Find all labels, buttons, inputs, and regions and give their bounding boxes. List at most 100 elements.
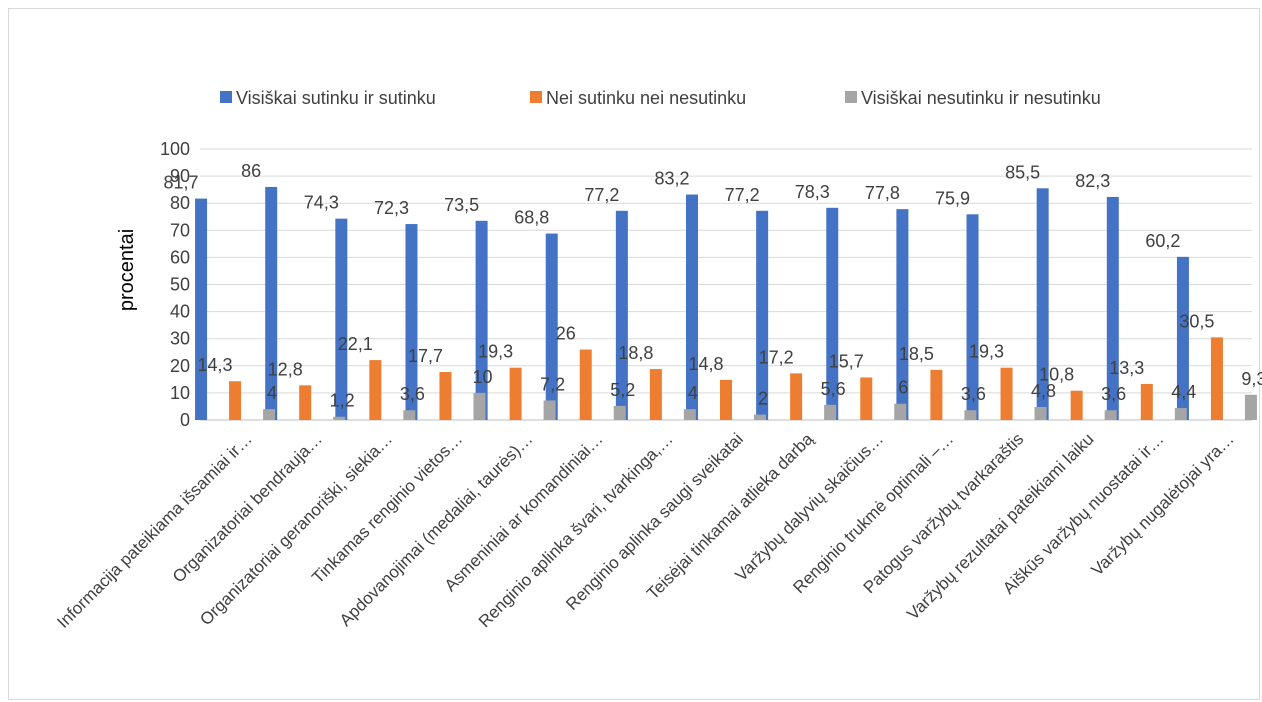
data-label: 74,3 xyxy=(304,193,339,213)
category-label: Tinkamas renginio vietos… xyxy=(308,429,466,587)
bar xyxy=(1070,390,1083,420)
data-label: 19,3 xyxy=(478,342,513,362)
data-label: 77,8 xyxy=(865,183,900,203)
bar xyxy=(439,372,452,420)
y-tick-label: 20 xyxy=(170,356,190,376)
category-label: Organizatoriai bendrauja… xyxy=(169,429,326,586)
y-tick-label: 70 xyxy=(170,220,190,240)
legend-swatch xyxy=(530,91,542,103)
bar xyxy=(369,360,382,420)
data-label: 5,6 xyxy=(821,379,846,399)
data-label: 4,4 xyxy=(1171,382,1196,402)
data-label: 3,6 xyxy=(961,384,986,404)
y-axis-title: procentai xyxy=(116,229,138,311)
data-label: 10,8 xyxy=(1039,365,1074,385)
bar xyxy=(265,186,278,420)
bar xyxy=(824,404,837,420)
data-label: 30,5 xyxy=(1179,311,1214,331)
data-label: 85,5 xyxy=(1005,162,1040,182)
y-axis-ticks: 0 10 20 30 40 50 60 70 80 90 100 xyxy=(160,139,190,430)
y-tick-label: 10 xyxy=(170,383,190,403)
bar xyxy=(405,224,418,420)
data-label: 15,7 xyxy=(829,351,864,371)
bar xyxy=(579,349,592,420)
data-label: 4 xyxy=(688,383,698,403)
legend: Visiškai sutinku ir sutinku Nei sutinku n… xyxy=(220,88,1101,108)
bars xyxy=(195,186,1257,420)
bar xyxy=(299,385,312,420)
data-label: 4,8 xyxy=(1031,381,1056,401)
category-label: Varžybų nugalėtojai yra… xyxy=(1088,429,1238,579)
bar xyxy=(475,220,488,420)
y-tick-label: 80 xyxy=(170,193,190,213)
data-label: 13,3 xyxy=(1109,358,1144,378)
bar xyxy=(1036,188,1049,420)
chart-frame xyxy=(8,8,1260,700)
category-label: Varžybų dalyvių skaičius… xyxy=(732,429,888,585)
bar xyxy=(754,414,766,420)
bar xyxy=(1034,406,1047,420)
y-tick-label: 90 xyxy=(170,166,190,186)
data-label: 77,2 xyxy=(725,185,760,205)
bar xyxy=(826,207,839,420)
bar xyxy=(1104,410,1117,420)
bar xyxy=(720,379,732,420)
bar xyxy=(545,233,558,420)
bar xyxy=(263,409,276,420)
bar xyxy=(964,410,977,420)
y-tick-label: 50 xyxy=(170,275,190,295)
bar xyxy=(756,210,769,420)
y-tick-label: 30 xyxy=(170,329,190,349)
data-label: 4 xyxy=(267,383,277,403)
data-label: 9,3 xyxy=(1241,369,1262,389)
bar xyxy=(615,210,628,420)
bar xyxy=(683,409,696,420)
data-label: 81,7 xyxy=(164,173,199,193)
bar xyxy=(896,209,909,420)
data-label: 73,5 xyxy=(444,195,479,215)
bar xyxy=(1244,394,1257,420)
bar xyxy=(1210,337,1223,420)
bar xyxy=(543,400,556,420)
bar xyxy=(966,214,979,420)
data-label: 75,9 xyxy=(935,188,970,208)
bar xyxy=(473,392,486,420)
y-tick-label: 0 xyxy=(180,410,190,430)
data-label: 3,6 xyxy=(1101,384,1126,404)
data-label: 68,8 xyxy=(514,208,549,228)
legend-label: Visiškai nesutinku ir nesutinku xyxy=(861,88,1101,108)
data-label: 2 xyxy=(758,389,768,409)
data-label: 1,2 xyxy=(330,391,355,411)
bar xyxy=(229,381,242,420)
bar xyxy=(1106,196,1119,420)
y-tick-label: 60 xyxy=(170,247,190,267)
data-label: 3,6 xyxy=(400,384,425,404)
category-labels: Informacija pateikiama išsamiai ir…Organ… xyxy=(53,429,1237,632)
data-label: 5,2 xyxy=(610,380,635,400)
data-label: 17,2 xyxy=(759,347,794,367)
legend-swatch xyxy=(845,91,857,103)
bar xyxy=(1000,367,1013,420)
bar xyxy=(1140,383,1153,420)
bar xyxy=(930,369,943,420)
data-label: 7,2 xyxy=(540,374,565,394)
data-label: 82,3 xyxy=(1075,171,1110,191)
data-label: 72,3 xyxy=(374,198,409,218)
data-label: 60,2 xyxy=(1145,231,1180,251)
bar xyxy=(335,218,348,420)
bar xyxy=(860,377,873,420)
bar xyxy=(195,198,208,420)
data-label: 83,2 xyxy=(654,169,689,189)
data-label: 18,5 xyxy=(899,344,934,364)
legend-label: Visiškai sutinku ir sutinku xyxy=(236,88,436,108)
data-label: 18,8 xyxy=(618,343,653,363)
y-tick-label: 100 xyxy=(160,139,190,159)
data-label: 78,3 xyxy=(795,182,830,202)
y-tick-label: 40 xyxy=(170,302,190,322)
data-label: 6 xyxy=(898,378,908,398)
data-label: 77,2 xyxy=(584,185,619,205)
bar xyxy=(333,416,346,420)
bar xyxy=(1176,256,1189,420)
data-label: 10 xyxy=(472,367,492,387)
